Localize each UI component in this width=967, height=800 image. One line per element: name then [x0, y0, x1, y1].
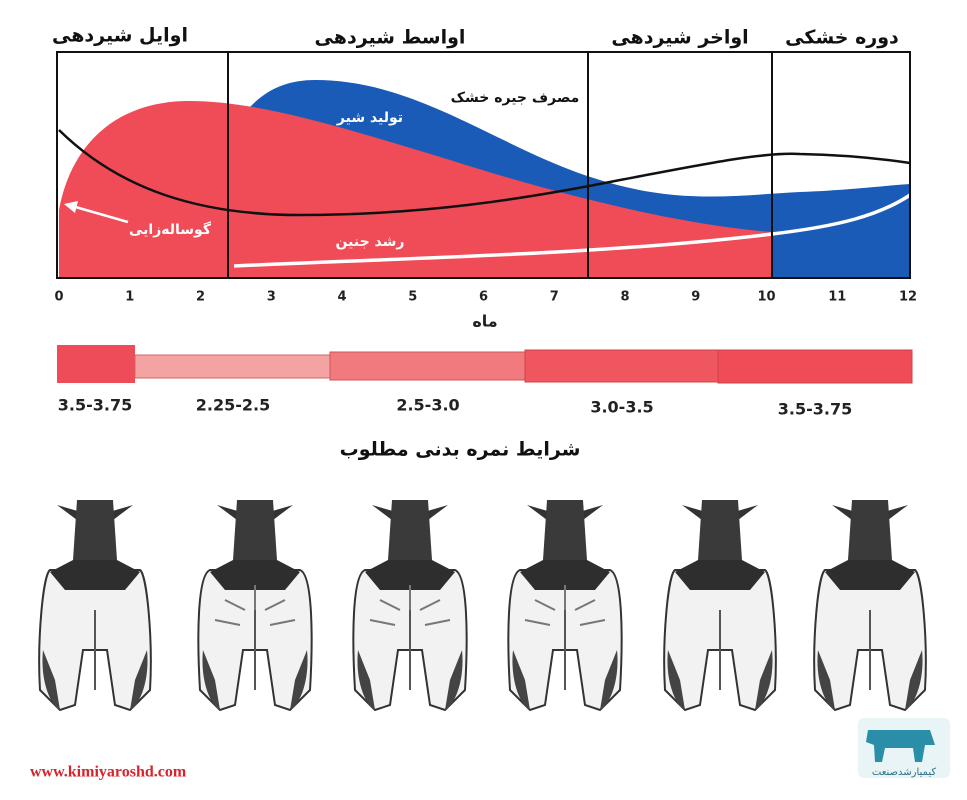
phase-label: اواسط شیردهی: [315, 27, 466, 49]
cow-marking: [50, 560, 140, 590]
cow-illustration: [352, 500, 468, 712]
calving-arrow: [71, 204, 129, 224]
x-tick-label: 10: [757, 290, 775, 305]
bcs-range: 2.5-3.0: [396, 396, 459, 415]
cow-marking: [825, 560, 915, 590]
calving-label: گوساله‌زایی: [129, 221, 212, 238]
x-tick-label: 5: [408, 290, 417, 305]
bcs-bar: [134, 354, 331, 379]
website: www.kimiyaroshd.com: [30, 764, 187, 781]
logo: کیمیارشدصنعت: [858, 718, 950, 778]
cow-neck: [543, 500, 587, 560]
x-tick-label: 2: [196, 290, 205, 305]
x-tick-label: 1: [125, 290, 134, 305]
cow-illustration: [38, 500, 152, 712]
chart-frame: [56, 51, 911, 279]
bcs-bar: [717, 349, 913, 384]
dmi-label: مصرف جیره خشک: [451, 90, 580, 106]
cow-marking: [210, 560, 300, 590]
bcs-bar: [57, 345, 135, 383]
cow-illustration: [197, 500, 313, 712]
arrow-head: [64, 201, 78, 213]
cow-neck: [73, 500, 117, 560]
dmi-line: [58, 129, 911, 217]
body-reserve-area: [59, 100, 772, 278]
cow-marking: [675, 560, 765, 590]
cow-marking: [520, 560, 610, 590]
bcs-range: 3.5-3.75: [58, 396, 132, 415]
x-tick-label: 8: [620, 290, 629, 305]
fetal-label: رشد جنین: [336, 234, 405, 250]
x-tick-label: 4: [337, 290, 346, 305]
fetal-line: [233, 193, 911, 268]
bcs-title: شرایط نمره بدنی مطلوب: [340, 439, 581, 461]
x-axis-label: ماه: [472, 312, 497, 331]
x-tick-label: 11: [828, 290, 846, 305]
phase-label: دوره خشکی: [785, 27, 899, 49]
x-tick-label: 6: [479, 290, 488, 305]
milk-label: تولید شیر: [336, 110, 403, 126]
cow-marking: [365, 560, 455, 590]
x-tick-label: 7: [550, 290, 559, 305]
bcs-range: 3.5-3.75: [778, 400, 852, 419]
logo-text: کیمیارشدصنعت: [872, 767, 936, 778]
cow-neck: [698, 500, 742, 560]
x-tick-label: 3: [267, 290, 276, 305]
cow-neck: [388, 500, 432, 560]
bcs-bar: [524, 349, 719, 383]
phase-label: اوایل شیردهی: [52, 25, 188, 47]
x-tick-label: 0: [54, 290, 63, 305]
x-tick-label: 12: [899, 290, 917, 305]
cow-neck: [233, 500, 277, 560]
bcs-bar: [329, 351, 526, 381]
cow-neck: [848, 500, 892, 560]
phase-label: اواخر شیردهی: [611, 27, 748, 49]
cow-illustration: [507, 500, 623, 712]
cow-illustration: [813, 500, 927, 712]
bcs-range: 2.25-2.5: [196, 396, 270, 415]
x-tick-label: 9: [691, 290, 700, 305]
cow-illustration: [663, 500, 777, 712]
bcs-range: 3.0-3.5: [590, 398, 653, 417]
logo-cow: [866, 730, 935, 762]
